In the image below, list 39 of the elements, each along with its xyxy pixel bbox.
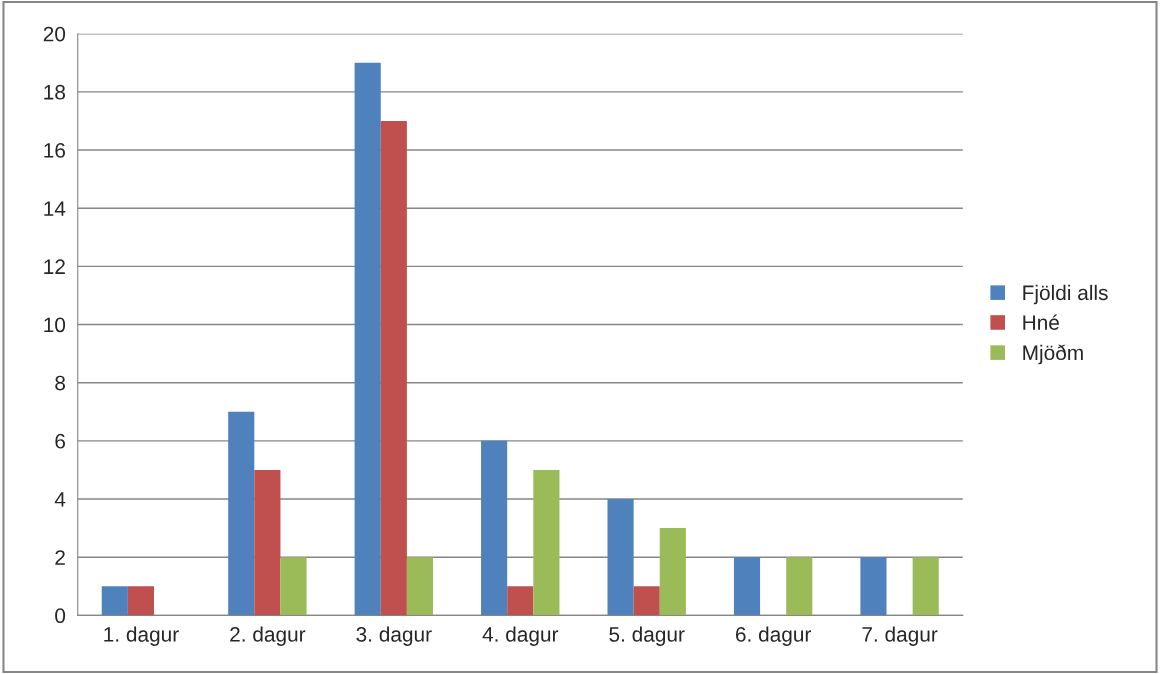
bar — [354, 62, 381, 616]
y-tick-label: 6 — [55, 433, 65, 449]
x-tick-label: 6. dagur — [735, 626, 812, 646]
bar — [406, 557, 434, 616]
bar — [633, 586, 660, 616]
bar — [127, 586, 155, 616]
x-tick-label: 1. dagur — [104, 626, 179, 646]
legend-label: Fjöldi alls — [1023, 284, 1108, 305]
legend-label: Hné — [1023, 314, 1059, 330]
bar — [912, 557, 939, 616]
bar — [607, 499, 634, 616]
y-tick-label: 2 — [55, 550, 65, 565]
bar — [228, 411, 255, 616]
bar — [481, 440, 508, 616]
bar — [507, 586, 534, 616]
bar — [860, 557, 887, 616]
bar — [659, 528, 686, 616]
bar — [380, 120, 407, 616]
y-tick-label: 12 — [44, 259, 65, 274]
x-tick-label: 2. dagur — [230, 626, 306, 646]
bar — [533, 469, 560, 616]
x-tick-label: 7. dagur — [862, 626, 938, 646]
y-tick-label: 14 — [44, 201, 66, 216]
y-tick-label: 20 — [43, 26, 66, 42]
x-tick-label: 4. dagur — [482, 626, 559, 646]
x-tick-label: 5. dagur — [609, 626, 685, 646]
bar — [280, 557, 307, 616]
y-tick-label: 0 — [55, 608, 66, 624]
bar — [254, 469, 281, 616]
y-tick-label: 8 — [55, 375, 66, 391]
y-tick-label: 16 — [44, 143, 65, 158]
legend-label: Mjöðm — [1023, 344, 1083, 365]
y-tick-label: 10 — [44, 317, 66, 333]
x-tick-label: 3. dagur — [356, 626, 432, 646]
y-tick-label: 4 — [54, 492, 66, 507]
y-tick-label: 18 — [44, 84, 66, 100]
bar — [733, 557, 761, 616]
bar — [786, 557, 813, 616]
bar — [101, 586, 128, 616]
